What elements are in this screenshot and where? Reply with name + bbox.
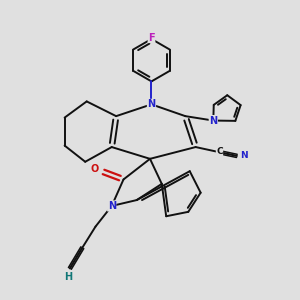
Text: O: O [91, 164, 99, 173]
Text: N: N [240, 151, 248, 160]
Text: N: N [209, 116, 218, 126]
Text: F: F [148, 32, 155, 43]
Text: H: H [64, 272, 73, 282]
Text: C: C [216, 147, 223, 156]
Text: N: N [108, 201, 116, 211]
Text: N: N [147, 99, 155, 110]
